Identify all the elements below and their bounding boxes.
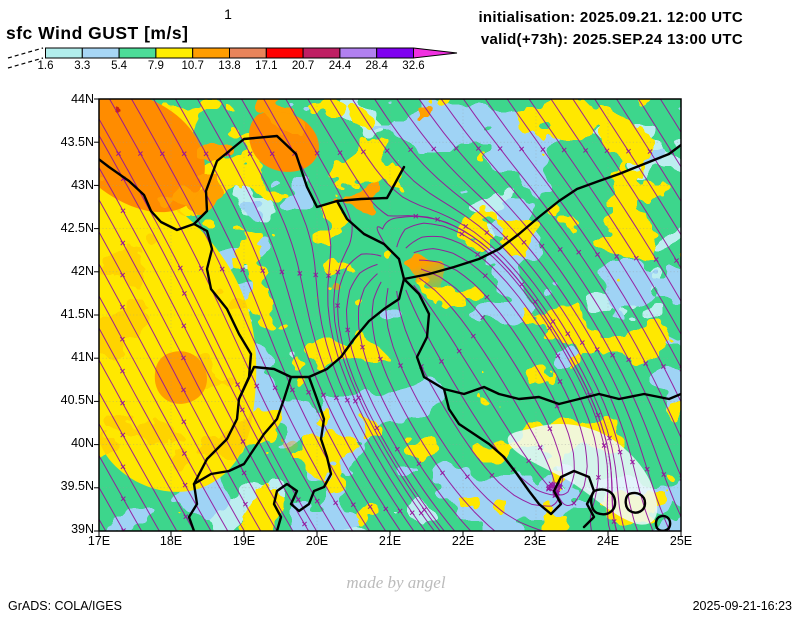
svg-text:3.3: 3.3 [74,60,90,72]
svg-text:GrADS: COLA/IGES: GrADS: COLA/IGES [8,599,122,613]
svg-text:5.4: 5.4 [111,60,128,72]
svg-text:39.5N: 39.5N [61,479,94,493]
svg-text:24E: 24E [597,534,619,548]
svg-text:41N: 41N [71,350,94,364]
svg-text:32.6: 32.6 [402,60,424,72]
svg-text:initialisation: 2025.09.21.: initialisation: 2025.09.21. 12:00 UTC [478,9,743,26]
svg-text:2025-09-21-16:23: 2025-09-21-16:23 [693,599,792,613]
svg-text:42.5N: 42.5N [61,221,94,235]
svg-text:41.5N: 41.5N [61,307,94,321]
svg-text:13.8: 13.8 [218,60,240,72]
svg-text:40.5N: 40.5N [61,393,94,407]
svg-text:17.1: 17.1 [255,60,277,72]
svg-text:43.5N: 43.5N [61,135,94,149]
svg-text:sfc Wind GUST [m/s]: sfc Wind GUST [m/s] [6,23,188,43]
svg-text:42N: 42N [71,264,94,278]
svg-text:valid(+73h): 2025.SEP.24 13:0: valid(+73h): 2025.SEP.24 13:00 UTC [481,31,743,48]
svg-text:20E: 20E [306,534,328,548]
svg-text:19E: 19E [233,534,255,548]
svg-text:21E: 21E [379,534,401,548]
svg-text:1: 1 [224,6,232,22]
svg-text:22E: 22E [452,534,474,548]
svg-text:10.7: 10.7 [182,60,204,72]
svg-text:20.7: 20.7 [292,60,314,72]
svg-text:made by angel: made by angel [346,573,445,592]
svg-text:44N: 44N [71,92,94,106]
svg-text:23E: 23E [524,534,546,548]
svg-text:1.6: 1.6 [38,60,54,72]
svg-text:25E: 25E [670,534,692,548]
svg-text:40N: 40N [71,436,94,450]
svg-text:17E: 17E [88,534,110,548]
svg-text:18E: 18E [160,534,182,548]
svg-text:28.4: 28.4 [366,60,389,72]
svg-text:24.4: 24.4 [329,60,352,72]
svg-text:7.9: 7.9 [148,60,164,72]
svg-text:43N: 43N [71,178,94,192]
